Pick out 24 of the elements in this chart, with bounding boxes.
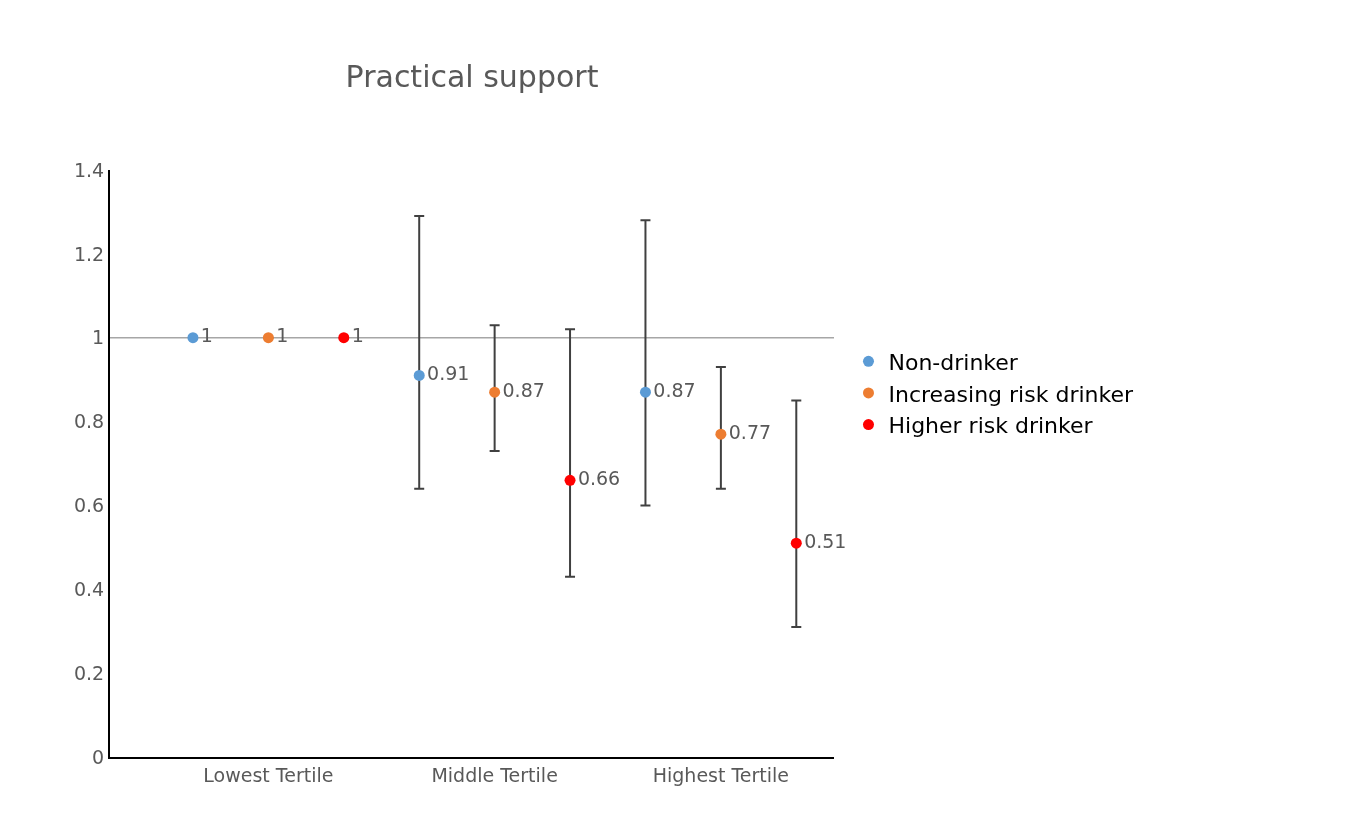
data-label: 1 <box>200 324 213 347</box>
y-tick-label: 0.8 <box>73 410 105 433</box>
data-label: 1 <box>351 324 364 347</box>
data-label: 0.77 <box>728 420 772 443</box>
y-tick-label: 1.4 <box>73 158 105 181</box>
data-label: 0.87 <box>502 378 545 401</box>
x-tick-label: Middle Tertile <box>431 763 558 786</box>
data-label: 1 <box>276 324 289 347</box>
data-label: 0.51 <box>804 529 847 552</box>
chart-title: Practical support <box>345 59 599 95</box>
y-tick-label: 0.2 <box>73 661 105 684</box>
data-label: 0.66 <box>577 467 621 490</box>
legend-label: Higher risk drinker <box>888 413 1094 439</box>
y-tick-label: 0 <box>92 745 105 768</box>
x-tick-label: Lowest Tertile <box>203 763 334 786</box>
y-tick-label: 0.4 <box>73 577 105 600</box>
x-tick-label: Highest Tertile <box>652 763 790 786</box>
y-tick-label: 0.6 <box>73 494 105 517</box>
data-label: 0.87 <box>653 378 696 401</box>
legend-label: Non-drinker <box>888 349 1019 375</box>
y-tick-label: 1 <box>92 326 105 349</box>
legend-label: Increasing risk drinker <box>888 381 1134 407</box>
data-label: 0.91 <box>427 362 470 385</box>
y-tick-label: 1.2 <box>73 242 105 265</box>
